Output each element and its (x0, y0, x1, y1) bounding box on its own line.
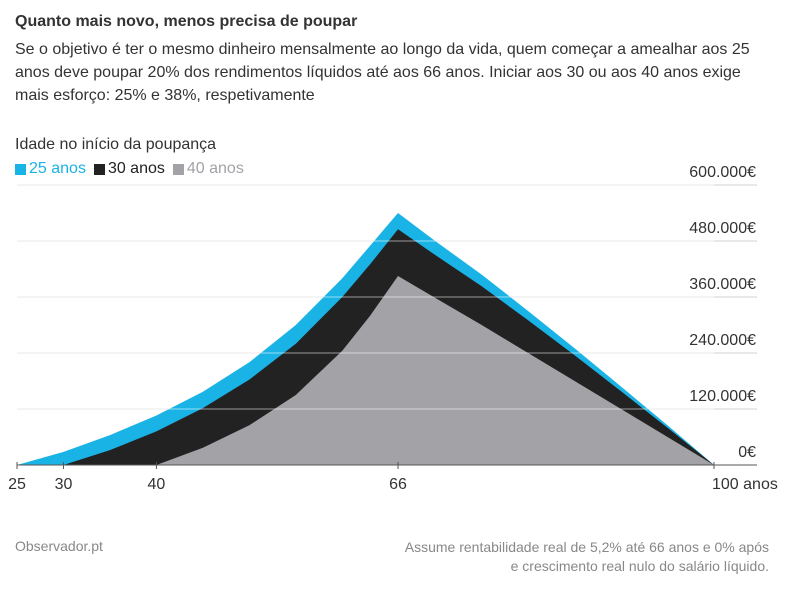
legend-swatch-40 (172, 163, 184, 175)
legend-label-30: 30 anos (107, 160, 165, 177)
legend-title: Idade no início da poupança (15, 136, 217, 153)
legend: 25 anos 30 anos 40 anos (15, 160, 252, 178)
legend-item-25: 25 anos (15, 160, 86, 178)
y-tick-label-600000: 600.000€ (689, 164, 756, 181)
x-tick-label-100: 100 anos (712, 476, 778, 493)
area-series-40-anos (156, 276, 714, 465)
legend-swatch-25 (15, 163, 26, 175)
y-tick-label-360000: 360.000€ (689, 276, 756, 293)
x-tick-label-66: 66 (389, 476, 407, 493)
y-tick-label-120000: 120.000€ (689, 388, 756, 405)
source-credit: Observador.pt (15, 538, 103, 554)
legend-swatch-30 (93, 163, 105, 175)
y-tick-label-0: 0€ (738, 444, 756, 461)
legend-label-25: 25 anos (29, 160, 86, 177)
methodology-note-line-2: e crescimento real nulo do salário líqui… (510, 558, 769, 574)
y-tick-label-480000: 480.000€ (689, 220, 756, 237)
methodology-note: Assume rentabilidade real de 5,2% até 66… (405, 538, 769, 576)
methodology-note-line-1: Assume rentabilidade real de 5,2% até 66… (404, 539, 769, 555)
legend-label-40: 40 anos (186, 160, 244, 177)
y-tick-label-240000: 240.000€ (689, 332, 756, 349)
chart-title: Quanto mais novo, menos precisa de poupa… (15, 13, 358, 30)
x-tick-label-25: 25 (8, 476, 26, 493)
legend-item-30: 30 anos (93, 160, 165, 178)
x-tick-label-40: 40 (148, 476, 166, 493)
legend-item-40: 40 anos (172, 160, 244, 178)
x-tick-label-30: 30 (55, 476, 73, 493)
chart-subtitle: Se o objetivo é ter o mesmo dinheiro men… (15, 41, 750, 104)
